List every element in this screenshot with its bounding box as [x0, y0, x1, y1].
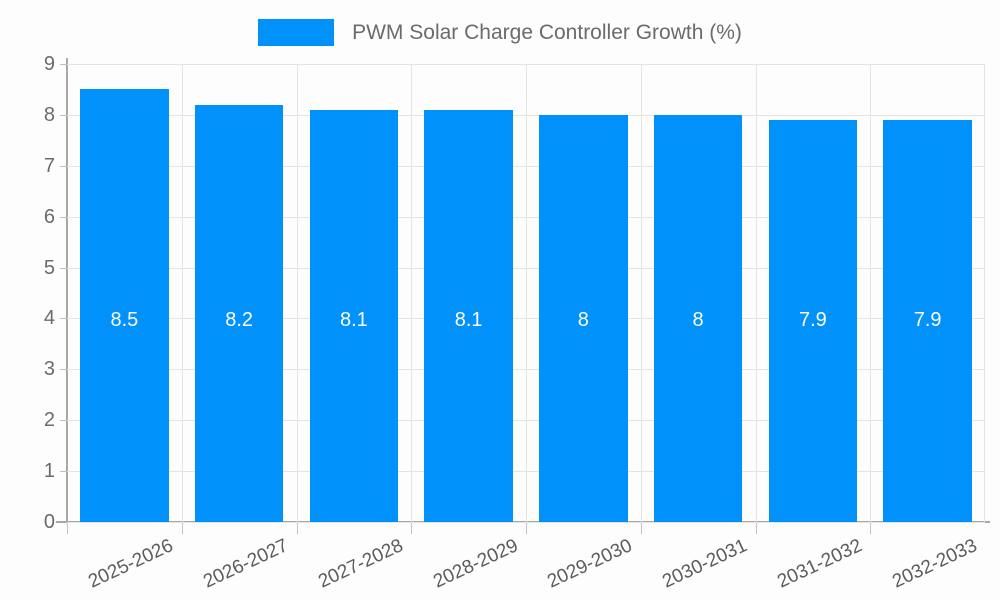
- gridline-vertical: [870, 64, 871, 522]
- x-axis-tick-mark: [411, 523, 412, 534]
- x-axis-tick-label: 2028-2029: [429, 535, 522, 593]
- x-axis-tick-label: 2027-2028: [315, 535, 407, 593]
- y-axis-tick-label: 0: [43, 511, 55, 533]
- y-axis-tick-label: 1: [43, 460, 55, 483]
- x-axis-tick-mark: [526, 523, 527, 534]
- bar[interactable]: 8.1: [424, 109, 513, 522]
- y-axis-tick-mark: [60, 420, 67, 422]
- x-axis-tick-label: 2026-2027: [200, 535, 292, 593]
- bar-value-label: 8: [577, 309, 589, 331]
- x-axis-tick-label: 2030-2031: [659, 535, 751, 593]
- gridline-vertical: [641, 64, 642, 522]
- bar[interactable]: 8.2: [194, 104, 284, 522]
- bar[interactable]: 8: [653, 114, 743, 522]
- x-axis-tick-mark: [67, 523, 68, 534]
- x-axis-tick-mark: [297, 523, 298, 534]
- bar-value-label: 8.1: [454, 309, 483, 331]
- y-axis-tick-mark: [60, 165, 67, 167]
- y-axis-tick-mark: [60, 114, 67, 116]
- x-axis-tick-mark: [641, 523, 642, 534]
- gridline-horizontal: [67, 522, 985, 523]
- bar-value-label: 8.1: [339, 309, 368, 331]
- x-axis-tick-label: 2029-2030: [544, 535, 636, 593]
- bar-value-label: 8.2: [225, 309, 254, 331]
- y-axis-tick-label: 4: [43, 307, 55, 330]
- gridline-vertical: [411, 64, 412, 522]
- bar[interactable]: 8.1: [309, 109, 399, 522]
- x-axis-tick-label: 2025-2026: [85, 535, 177, 593]
- bar[interactable]: 7.9: [883, 119, 972, 522]
- y-axis-tick-mark: [60, 216, 67, 218]
- y-axis-tick-mark: [60, 369, 67, 371]
- y-axis-tick-label: 8: [43, 103, 55, 126]
- y-axis-tick-label: 3: [43, 358, 55, 381]
- x-axis-tick-mark: [870, 523, 871, 534]
- bar-value-label: 8.5: [110, 309, 139, 331]
- y-axis-tick-label: 7: [43, 154, 55, 177]
- x-axis-tick-mark: [182, 523, 183, 534]
- bar[interactable]: 7.9: [768, 119, 858, 522]
- plot-area: 8.5 8.2 8.1 8.1 8 8 7.9 7.9: [67, 64, 985, 523]
- y-axis-tick-label: 9: [43, 53, 55, 75]
- y-axis-labels: 0 1 2 3 4 5 6 7 8 9: [0, 0, 67, 600]
- gridline-vertical: [756, 64, 757, 522]
- gridline-vertical: [297, 64, 298, 522]
- legend-color-swatch: [258, 18, 335, 46]
- y-axis-line: [66, 58, 68, 522]
- plot-right-border: [984, 64, 985, 522]
- y-axis-tick-mark: [60, 471, 67, 473]
- y-axis-tick-mark: [60, 64, 67, 65]
- chart-legend: PWM Solar Charge Controller Growth (%): [0, 14, 1000, 50]
- y-axis-tick-mark: [60, 267, 67, 269]
- y-axis-tick-label: 5: [43, 256, 55, 279]
- bar[interactable]: 8.5: [80, 89, 169, 522]
- bar-value-label: 8: [692, 309, 704, 331]
- gridline-vertical: [526, 64, 527, 522]
- x-axis-tick-label: 2032-2033: [888, 535, 981, 593]
- gridline-vertical: [182, 64, 183, 522]
- bar-value-label: 7.9: [913, 309, 942, 331]
- x-axis-tick-mark: [756, 523, 757, 534]
- y-axis-tick-mark: [60, 318, 67, 320]
- legend-label: PWM Solar Charge Controller Growth (%): [352, 20, 742, 44]
- bar[interactable]: 8: [539, 114, 628, 522]
- x-axis-tick-label: 2031-2032: [774, 535, 866, 593]
- bar-value-label: 7.9: [798, 309, 827, 331]
- y-axis-tick-label: 2: [43, 409, 55, 432]
- y-axis-tick-label: 6: [43, 205, 55, 228]
